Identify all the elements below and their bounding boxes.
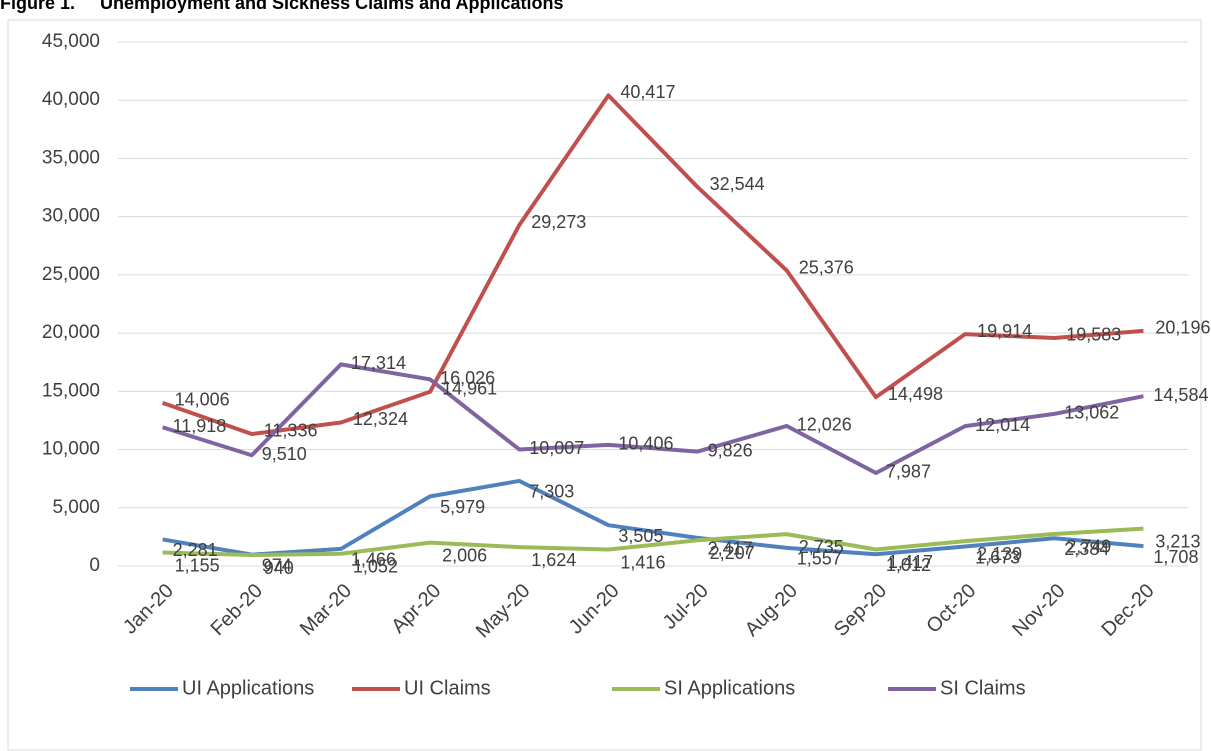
data-label: 19,583 (1066, 325, 1121, 345)
data-label: 29,273 (531, 212, 586, 232)
data-label: 17,314 (351, 353, 406, 373)
data-label: 11,918 (173, 416, 227, 436)
data-label: 1,708 (1153, 547, 1198, 567)
data-label: 2,735 (799, 537, 844, 557)
legend-label: UI Claims (404, 677, 491, 699)
data-label: 7,987 (886, 462, 931, 482)
data-label: 12,026 (797, 415, 852, 435)
data-label: 20,196 (1155, 318, 1210, 338)
y-tick-label: 25,000 (42, 264, 100, 285)
y-tick-label: 40,000 (42, 89, 100, 110)
data-label: 940 (264, 558, 294, 578)
data-label: 16,026 (440, 368, 495, 388)
data-label: 2,749 (1066, 537, 1111, 557)
y-tick-label: 5,000 (52, 497, 100, 518)
data-label: 12,324 (353, 409, 408, 429)
chart-frame (7, 19, 1202, 751)
data-label: 2,207 (710, 543, 755, 563)
data-label: 1,624 (531, 550, 576, 570)
data-label: 2,384 (1064, 539, 1109, 559)
data-label: 1,466 (351, 550, 396, 570)
data-label: 14,006 (175, 390, 230, 410)
series-line (162, 478, 1144, 557)
y-tick-label: 20,000 (42, 322, 100, 343)
data-label: 2,417 (708, 539, 753, 559)
data-label: 9,510 (262, 444, 307, 464)
series-line (161, 362, 1144, 475)
data-label: 7,303 (529, 482, 574, 502)
y-tick-label: 35,000 (42, 147, 100, 168)
data-label: 1,416 (620, 552, 665, 572)
data-label: 19,914 (977, 321, 1032, 341)
legend-label: UI Applications (182, 677, 314, 699)
data-label: 2,006 (442, 545, 487, 565)
y-tick-label: 30,000 (42, 206, 100, 227)
data-label: 9,826 (708, 440, 753, 460)
y-tick-label: 15,000 (42, 380, 100, 401)
series-line (162, 526, 1144, 558)
data-label: 12,014 (975, 415, 1030, 435)
legend-label: SI Claims (940, 677, 1026, 699)
data-label: 10,406 (618, 434, 673, 454)
chart-title: Figure 1. Unemployment and Sickness Clai… (0, 0, 563, 13)
data-label: 2,281 (173, 540, 218, 560)
data-label: 10,007 (529, 438, 584, 458)
y-tick-label: 0 (89, 555, 100, 576)
data-label: 2,139 (977, 544, 1022, 564)
data-label: 13,062 (1064, 403, 1119, 423)
data-label: 974 (262, 555, 292, 575)
data-label: 14,498 (888, 384, 943, 404)
data-label: 11,336 (264, 421, 318, 441)
data-label: 1,673 (975, 547, 1020, 567)
data-label: 1,155 (175, 555, 220, 575)
data-label: 1,417 (888, 552, 933, 572)
data-label: 25,376 (799, 257, 854, 277)
data-label: 3,505 (618, 526, 663, 546)
data-label: 1,052 (353, 557, 398, 577)
data-label: 14,584 (1153, 385, 1208, 405)
data-label: 3,213 (1155, 531, 1200, 551)
data-label: 14,961 (442, 379, 497, 399)
y-tick-label: 45,000 (42, 31, 100, 52)
y-tick-label: 10,000 (42, 439, 100, 460)
legend-label: SI Applications (664, 677, 795, 699)
data-label: 1,012 (886, 555, 931, 575)
series-line (161, 93, 1144, 436)
data-label: 5,979 (440, 497, 485, 517)
data-label: 40,417 (620, 82, 675, 102)
data-label: 32,544 (710, 174, 765, 194)
data-label: 1,557 (797, 549, 842, 569)
